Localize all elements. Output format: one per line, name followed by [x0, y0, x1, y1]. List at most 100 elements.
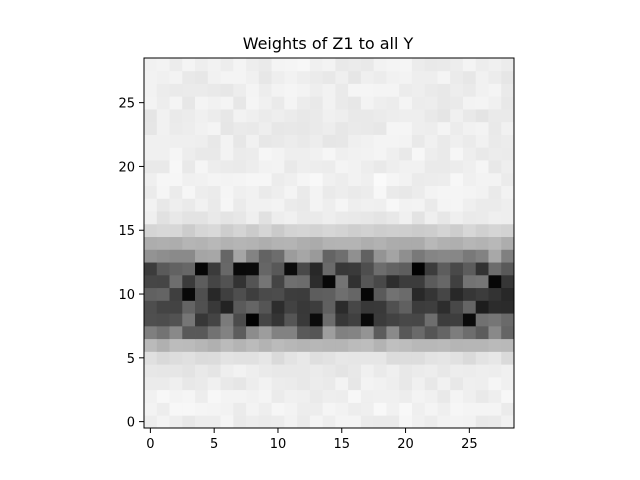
- heatmap-cell: [246, 415, 260, 429]
- heatmap-cell: [360, 325, 375, 340]
- heatmap-cell: [411, 223, 426, 238]
- heatmap-cell: [462, 236, 477, 250]
- heatmap-cell: [271, 351, 285, 365]
- y-tick-label: 0: [127, 416, 135, 431]
- heatmap-cell: [411, 287, 426, 301]
- heatmap-cell: [284, 376, 298, 391]
- heatmap-cell: [207, 287, 221, 301]
- heatmap-cell: [284, 287, 298, 301]
- heatmap-cell: [144, 70, 158, 84]
- heatmap-cell: [207, 249, 221, 263]
- heatmap-cell: [156, 402, 170, 416]
- heatmap-cell: [424, 58, 438, 72]
- heatmap-cell: [501, 198, 515, 212]
- heatmap-cell: [246, 300, 260, 314]
- heatmap-cell: [284, 211, 298, 225]
- heatmap-cell: [335, 198, 349, 212]
- heatmap-cell: [284, 364, 298, 378]
- heatmap-cell: [360, 338, 375, 352]
- heatmap-cell: [169, 325, 183, 340]
- heatmap-cell: [195, 313, 209, 327]
- heatmap-cell: [411, 83, 426, 97]
- heatmap-cell: [233, 338, 247, 352]
- heatmap-cell: [335, 313, 349, 327]
- heatmap-cell: [335, 351, 349, 365]
- heatmap-cell: [220, 134, 234, 148]
- heatmap-cell: [386, 198, 400, 212]
- heatmap-cell: [348, 198, 362, 212]
- heatmap-cell: [488, 274, 502, 289]
- heatmap-cell: [450, 96, 464, 110]
- heatmap-cell: [450, 249, 464, 263]
- heatmap-cell: [437, 211, 451, 225]
- heatmap-cell: [207, 160, 221, 174]
- heatmap-cell: [309, 325, 324, 340]
- heatmap-cell: [424, 198, 438, 212]
- heatmap-cell: [220, 338, 234, 352]
- heatmap-cell: [348, 121, 362, 135]
- heatmap-cell: [297, 109, 311, 123]
- heatmap-cell: [322, 262, 336, 276]
- heatmap-cell: [309, 121, 324, 135]
- heatmap-cell: [399, 262, 413, 276]
- heatmap-cell: [488, 338, 502, 352]
- heatmap-cell: [437, 364, 451, 378]
- heatmap-cell: [246, 376, 260, 391]
- heatmap-cell: [144, 109, 158, 123]
- heatmap-cell: [258, 351, 272, 365]
- heatmap-cell: [424, 109, 438, 123]
- heatmap-cell: [309, 147, 324, 161]
- heatmap-cell: [207, 121, 221, 135]
- heatmap-cell: [450, 287, 464, 301]
- heatmap-cell: [297, 351, 311, 365]
- heatmap-cell: [373, 389, 387, 403]
- heatmap-cell: [297, 249, 311, 263]
- heatmap-cell: [246, 236, 260, 250]
- heatmap-cell: [475, 223, 489, 238]
- heatmap-cell: [207, 134, 221, 148]
- heatmap-cell: [144, 249, 158, 263]
- heatmap-cell: [462, 70, 477, 84]
- heatmap-cell: [475, 364, 489, 378]
- heatmap-cell: [411, 70, 426, 84]
- heatmap-cell: [156, 58, 170, 72]
- heatmap-cell: [207, 338, 221, 352]
- heatmap-cell: [182, 274, 196, 289]
- heatmap-cell: [424, 274, 438, 289]
- heatmap-cell: [322, 172, 336, 186]
- heatmap-cell: [207, 389, 221, 403]
- heatmap-cell: [322, 364, 336, 378]
- heatmap-cell: [169, 160, 183, 174]
- plot-frame: [143, 57, 515, 429]
- heatmap-cell: [386, 134, 400, 148]
- heatmap-cell: [297, 402, 311, 416]
- heatmap-cell: [309, 402, 324, 416]
- heatmap-cell: [233, 364, 247, 378]
- heatmap-cell: [271, 300, 285, 314]
- heatmap-cell: [399, 109, 413, 123]
- heatmap-cell: [399, 223, 413, 238]
- heatmap-cell: [335, 376, 349, 391]
- heatmap-cell: [169, 376, 183, 391]
- heatmap-cell: [488, 198, 502, 212]
- heatmap-cell: [348, 338, 362, 352]
- heatmap-cell: [488, 121, 502, 135]
- heatmap-cell: [258, 364, 272, 378]
- heatmap-cell: [348, 83, 362, 97]
- heatmap-cell: [462, 249, 477, 263]
- heatmap-cell: [195, 402, 209, 416]
- heatmap-cell: [144, 58, 158, 72]
- heatmap-cell: [399, 389, 413, 403]
- heatmap-cell: [322, 121, 336, 135]
- heatmap-cell: [399, 147, 413, 161]
- heatmap-cell: [195, 96, 209, 110]
- heatmap-cell: [169, 300, 183, 314]
- heatmap-cell: [233, 83, 247, 97]
- heatmap-cell: [233, 236, 247, 250]
- heatmap-cell: [144, 376, 158, 391]
- heatmap-cell: [271, 83, 285, 97]
- heatmap-cell: [297, 83, 311, 97]
- heatmap-cell: [258, 211, 272, 225]
- heatmap-cell: [475, 70, 489, 84]
- heatmap-cell: [411, 109, 426, 123]
